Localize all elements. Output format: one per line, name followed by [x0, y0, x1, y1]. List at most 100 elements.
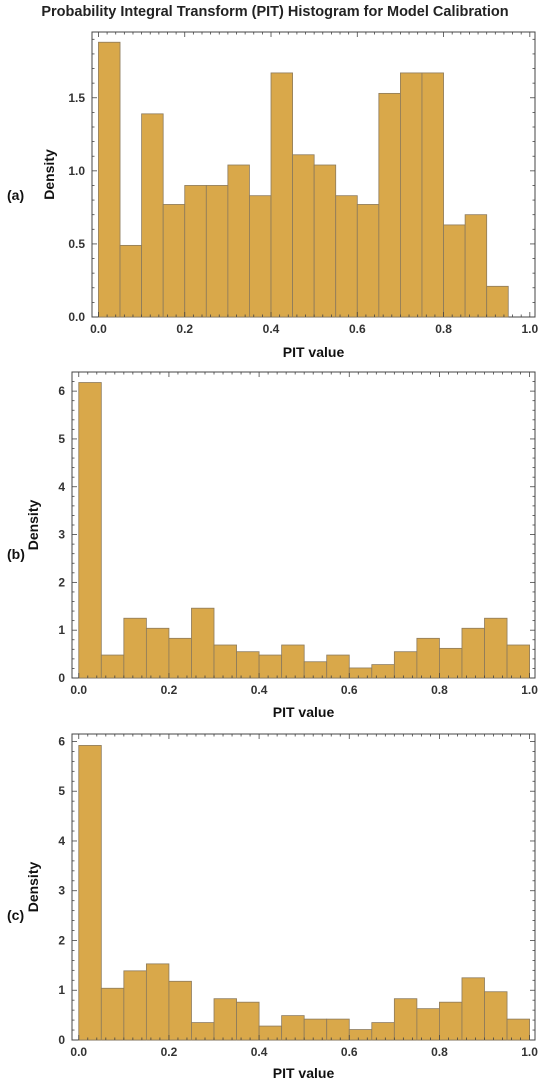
- x-tick-label: 0.4: [251, 1045, 268, 1059]
- histogram-bar: [439, 647, 463, 679]
- histogram-bar: [98, 41, 121, 318]
- histogram-bar: [506, 1018, 530, 1041]
- y-tick-label: 2: [58, 933, 65, 947]
- x-tick-label: 0.0: [70, 683, 87, 697]
- histogram-bar: [162, 204, 186, 318]
- histogram-bar: [258, 1025, 283, 1041]
- x-tick-label: 1.0: [521, 1045, 538, 1059]
- histogram-panel-c: 0.0 0.2 0.4 0.6 0.8 1.0 0 1 2 3 4 5 6 PIT value Densit…: [25, 733, 538, 1081]
- histogram-bar: [191, 1022, 215, 1041]
- histogram-bar: [236, 1001, 260, 1041]
- histogram-bar: [506, 644, 530, 679]
- y-axis-label: Density: [25, 500, 41, 551]
- histogram-bar: [461, 977, 485, 1041]
- histogram-bar: [213, 644, 237, 679]
- histogram-bar: [100, 987, 125, 1041]
- histogram-bar: [439, 1001, 463, 1041]
- histogram-bar: [123, 617, 147, 679]
- x-tick-label: 0.6: [349, 322, 366, 336]
- histogram-bar: [484, 617, 508, 679]
- y-tick-label: 3: [58, 528, 65, 542]
- histogram-bar: [484, 991, 508, 1041]
- histogram-bar: [393, 998, 418, 1041]
- histogram-bar: [348, 1029, 373, 1041]
- histogram-bar: [378, 92, 401, 318]
- x-tick-label: 0.8: [431, 683, 448, 697]
- histogram-bar: [371, 1022, 395, 1041]
- y-tick-label: 0: [58, 1033, 65, 1047]
- y-tick-label: 0: [58, 671, 65, 685]
- x-tick-label: 0.0: [70, 1045, 87, 1059]
- histogram-bar: [281, 644, 305, 679]
- y-tick-label: 4: [58, 480, 65, 494]
- x-tick-label: 0.2: [161, 683, 178, 697]
- histogram-bar: [123, 970, 147, 1041]
- x-tick-label: 1.0: [521, 322, 538, 336]
- histogram-panel-b: 0.0 0.2 0.4 0.6 0.8 1.0 0 1 2 3 4 5 6 PIT value Densit…: [25, 371, 538, 720]
- x-tick-label: 0.4: [263, 322, 280, 336]
- histogram-bar: [78, 382, 102, 679]
- y-tick-label: 6: [58, 734, 65, 748]
- histogram-bar: [281, 1015, 305, 1041]
- x-tick-label: 0.8: [435, 322, 452, 336]
- histogram-bar: [356, 204, 380, 318]
- histogram-bar: [145, 963, 170, 1041]
- x-axis-label: PIT value: [273, 1065, 335, 1081]
- histogram-bar: [303, 1018, 328, 1041]
- histogram-bar: [191, 607, 215, 679]
- chart-title: Probability Integral Transform (PIT) His…: [41, 4, 509, 20]
- y-tick-label: 2: [58, 575, 65, 589]
- panel-label-a: (a): [7, 187, 25, 203]
- x-tick-label: 0.4: [251, 683, 268, 697]
- histogram-bar: [443, 224, 466, 318]
- panel-label-b: (b): [7, 546, 25, 562]
- panel-label-c: (c): [7, 907, 25, 923]
- histogram-bar: [348, 667, 373, 679]
- y-tick-label: 4: [58, 834, 65, 848]
- histogram-bar: [400, 72, 423, 318]
- x-tick-label: 0.0: [90, 322, 107, 336]
- histogram-bar: [168, 637, 192, 679]
- y-tick-label: 1: [58, 983, 65, 997]
- histogram-bar: [141, 113, 164, 318]
- y-tick-label: 6: [58, 384, 65, 398]
- histogram-bar: [416, 1008, 440, 1041]
- histogram-bar: [270, 72, 293, 318]
- y-tick-label: 1.5: [68, 91, 85, 105]
- histogram-bar: [313, 164, 337, 318]
- histogram-bar: [393, 651, 418, 679]
- x-tick-label: 0.2: [161, 1045, 178, 1059]
- histogram-bar: [461, 627, 485, 679]
- x-axis-label: PIT value: [283, 344, 345, 360]
- histogram-bar: [145, 627, 170, 679]
- histogram-bar: [371, 664, 395, 679]
- histogram-bar: [227, 164, 250, 318]
- x-tick-label: 1.0: [521, 683, 538, 697]
- y-tick-label: 5: [58, 784, 65, 798]
- histogram-bar: [236, 651, 260, 679]
- histogram-bar: [258, 654, 283, 679]
- histogram-bar: [119, 244, 143, 318]
- histogram-bar: [100, 654, 125, 679]
- y-tick-label: 1: [58, 623, 65, 637]
- y-tick-label: 5: [58, 432, 65, 446]
- histogram-bar: [421, 72, 444, 318]
- histogram-bar: [416, 637, 440, 679]
- histogram-panel-a: 0.0 0.2 0.4 0.6 0.8 1.0 0.0 0.5 1.0 1.5 PIT value D…: [41, 31, 538, 360]
- histogram-bar: [249, 195, 272, 318]
- histogram-bar: [486, 285, 509, 318]
- histogram-bar: [326, 654, 350, 679]
- histogram-bar: [326, 1018, 350, 1041]
- x-tick-label: 0.6: [341, 1045, 358, 1059]
- histogram-bar: [303, 661, 328, 679]
- y-tick-label: 0.0: [68, 310, 85, 324]
- histogram-bar: [78, 745, 102, 1041]
- y-tick-label: 1.0: [68, 164, 85, 178]
- y-tick-label: 0.5: [68, 237, 85, 251]
- x-tick-label: 0.8: [431, 1045, 448, 1059]
- histogram-bar: [184, 185, 207, 318]
- histogram-bar: [205, 185, 229, 318]
- histogram-bar: [168, 980, 192, 1041]
- x-tick-label: 0.2: [176, 322, 193, 336]
- y-axis-label: Density: [41, 149, 57, 200]
